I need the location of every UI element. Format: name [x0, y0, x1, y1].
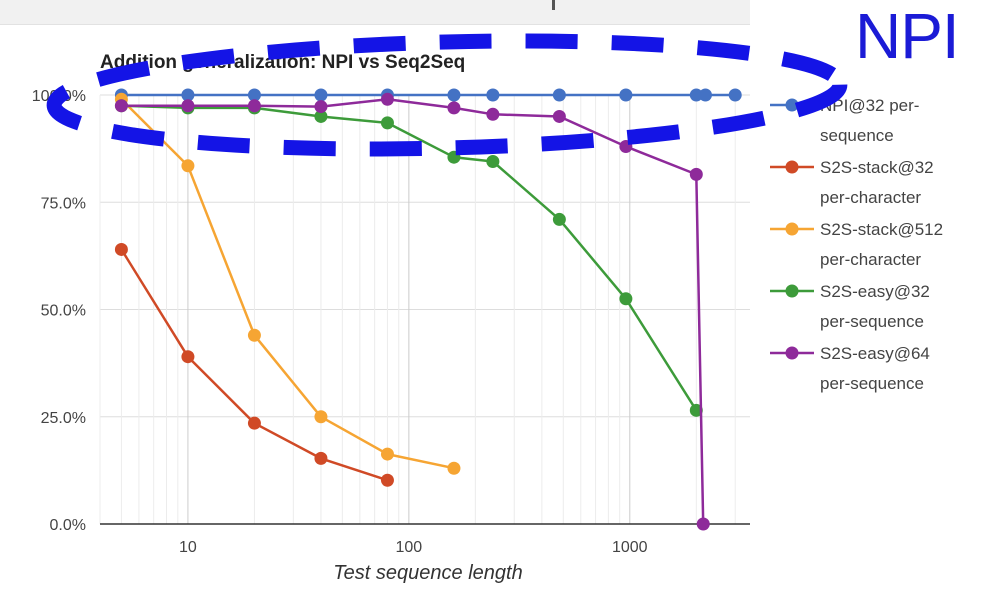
y-tick-label: 0.0%	[50, 517, 86, 534]
legend-marker	[785, 284, 799, 298]
data-point	[181, 99, 195, 113]
data-point	[447, 461, 461, 475]
data-point	[114, 242, 128, 256]
top-strip	[0, 0, 750, 25]
data-point	[728, 88, 742, 102]
data-point	[447, 88, 461, 102]
data-point	[314, 451, 328, 465]
data-point	[689, 403, 703, 417]
x-tick-label: 10	[179, 539, 197, 556]
data-point	[380, 447, 394, 461]
y-tick-label: 50.0%	[41, 303, 86, 320]
axis-layer: 0.0%25.0%50.0%75.0%100.0%10 100 1000	[32, 88, 750, 556]
data-point	[380, 116, 394, 130]
legend-label: NPI@32 per-	[820, 96, 919, 115]
data-point	[314, 109, 328, 123]
series-line	[120, 98, 455, 470]
series-line	[121, 104, 698, 411]
grid-layer	[99, 94, 750, 524]
data-point	[619, 88, 633, 102]
data-point	[689, 88, 703, 102]
data-point	[552, 109, 566, 123]
legend-marker	[785, 160, 799, 174]
y-tick-label: 75.0%	[41, 195, 86, 212]
legend-label: per-sequence	[820, 312, 924, 331]
data-point	[247, 416, 261, 430]
data-point	[314, 100, 328, 114]
data-point	[552, 212, 566, 226]
data-point	[247, 328, 261, 342]
data-point	[696, 517, 710, 531]
legend-label: S2S-easy@64	[820, 344, 930, 363]
legend-marker	[785, 346, 799, 360]
legend-label: per-sequence	[820, 374, 924, 393]
data-point	[181, 350, 195, 364]
data-point	[380, 92, 394, 106]
x-axis-label: Test sequence length	[333, 562, 522, 584]
x-tick-label: 1000	[612, 539, 648, 556]
legend-marker	[785, 98, 799, 112]
data-point	[314, 88, 328, 102]
npi-highlight-ellipse	[46, 33, 848, 157]
data-point	[181, 159, 195, 173]
data-point	[552, 88, 566, 102]
data-point	[247, 99, 261, 113]
data-point	[247, 88, 261, 102]
data-point	[689, 167, 703, 181]
data-point	[486, 88, 500, 102]
x-tick-label: 100	[396, 539, 423, 556]
chart-svg: 0.0%25.0%50.0%75.0%100.0%10 100 1000 NPI@3…	[32, 33, 943, 584]
legend-label: sequence	[820, 126, 894, 145]
legend-label: S2S-easy@32	[820, 282, 930, 301]
data-point	[380, 473, 394, 487]
legend-label: per-character	[820, 250, 921, 269]
top-strip-marker	[552, 0, 555, 10]
legend-marker	[785, 222, 799, 236]
npi-callout-label: NPI	[855, 0, 960, 72]
legend-layer: NPI@32 per-sequence S2S-stack@32 per-chara…	[770, 96, 943, 393]
data-point	[698, 88, 712, 102]
series-layer	[114, 88, 742, 531]
legend-label: per-character	[820, 188, 921, 207]
data-point	[181, 88, 195, 102]
legend-label: S2S-stack@512	[820, 220, 943, 239]
data-point	[447, 101, 461, 115]
data-point	[114, 99, 128, 113]
data-point	[619, 292, 633, 306]
data-point	[486, 107, 500, 121]
y-tick-label: 25.0%	[41, 410, 86, 427]
data-point	[486, 154, 500, 168]
legend-label: S2S-stack@32	[820, 158, 934, 177]
data-point	[314, 410, 328, 424]
chart-panel: 0.0% 25.0% 50.0% 75.0% 100.0% 10 100 1000 NPI@3…	[0, 25, 994, 602]
